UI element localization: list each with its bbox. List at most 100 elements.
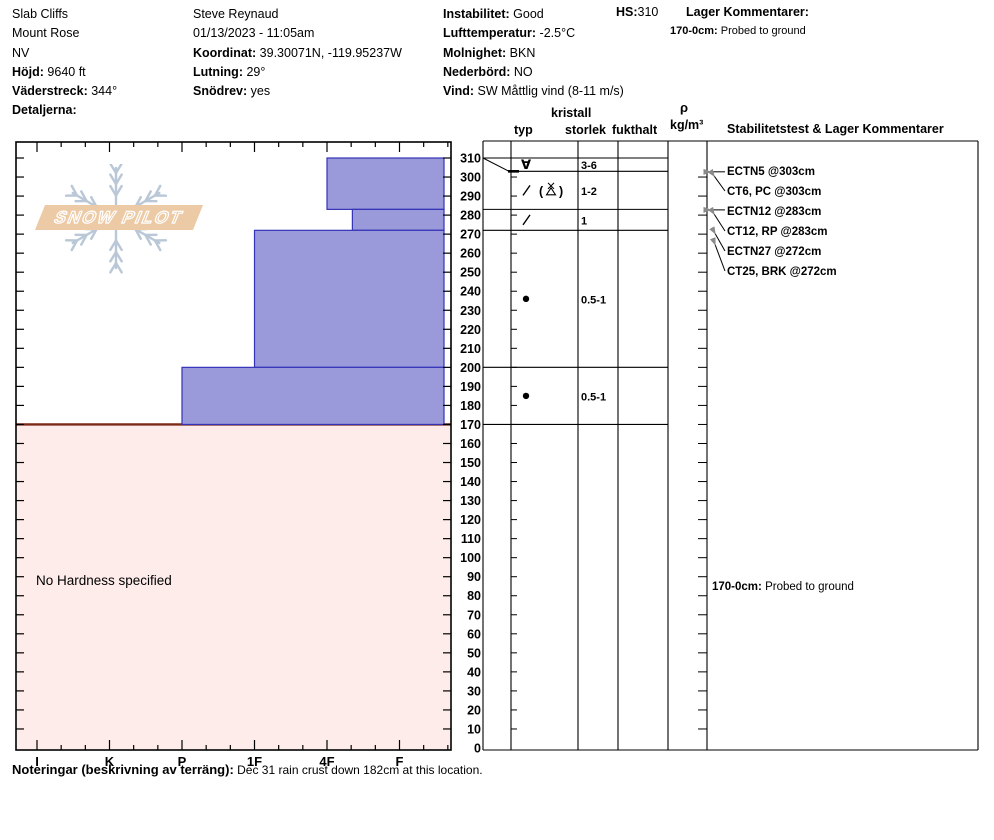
stability-test-label: CT6, PC @303cm [727,186,821,198]
layer-comments-title: Lager Kommentarer: [686,5,809,19]
depth-label: 40 [467,665,481,679]
layer-comment-text: Probed to ground [720,25,806,37]
layer-comment-line: 170-0cm: Probed to ground [670,25,806,37]
hardness-tick-label: 1F [247,754,262,769]
grain-size-value: 1-2 [581,186,597,198]
stability-test-label: CT25, BRK @272cm [727,266,837,278]
layer-row: 0.5-1 [522,391,606,403]
header-field: Väderstreck: 344° [12,84,118,99]
hardness-tick-label: P [178,754,187,769]
grain-size-value: 0.5-1 [581,391,606,403]
column-header-density-unit: kg/m³ [670,118,704,132]
depth-label: 170 [460,418,481,432]
header-location-block: Slab Cliffs Mount Rose NV Höjd: 9640 ft Väde… [12,5,117,121]
hardness-tick-label: F [396,754,404,769]
column-header-density-rho: ρ [680,100,689,115]
snow-height-label: HS: [616,5,638,19]
layer-table-grid [482,140,979,751]
snow-height-field: HS:310 [616,5,658,19]
column-header-stability: Stabilitetstest & Lager Kommentarer [727,122,944,136]
terrain-notes-label: Noteringar (beskrivning av terräng): [12,762,234,777]
stability-test-label: ECTN12 @283cm [727,206,821,218]
header-field: Detaljerna: [12,103,77,118]
header-field: Lutning: 29° [193,64,266,79]
layer-row: ∀ 3-6 [521,158,597,173]
hardness-bar [326,157,445,210]
header-field: Steve Reynaud [193,7,279,21]
header-field: NV [12,45,30,60]
header-field: Nederbörd: NO [443,64,533,79]
header-field: Koordinat: 39.30071N, -119.95237W [193,45,402,60]
header-field: Instabilitet: Good [443,7,544,21]
hardness-axis: I K P 1F 4F F [35,142,449,769]
depth-label: 140 [460,475,481,489]
depth-label: 60 [467,627,481,641]
hardness-tick-label: 4F [319,754,334,769]
depth-label: 250 [460,266,481,280]
depth-label: 270 [460,228,481,242]
depth-label: 70 [467,608,481,622]
stability-test-label: CT12, RP @283cm [727,226,828,238]
no-hardness-region [17,424,450,749]
surface-diagonal-line [482,157,510,172]
column-header-crystal: kristall [551,106,592,120]
column-header-size: storlek [565,123,606,137]
terrain-notes-line: Noteringar (beskrivning av terräng): Dec… [12,762,483,777]
depth-label: 300 [460,171,481,185]
stability-tests: ECTN5 @303cm CT6, PC @303cm ECTN12 @283cm C… [703,166,854,593]
header-field: Höjd: 9640 ft [12,64,86,79]
depth-label: 120 [460,513,481,527]
depth-label: 210 [460,342,481,356]
header-field: Vind: SW Måttlig vind (8-11 m/s) [443,84,624,99]
depth-label: 240 [460,285,481,299]
header-field: Lufttemperatur: -2.5°C [443,26,576,41]
grain-size-value: 3-6 [581,160,597,172]
hardness-bar [351,208,445,231]
snow-height-value: 310 [637,5,659,19]
svg-text:(: ( [539,184,544,198]
grain-size-value: 0.5-1 [581,294,606,306]
depth-label: 80 [467,589,481,603]
depth-label: 30 [467,684,481,698]
stability-test-label: ECTN5 @303cm [727,166,815,178]
depth-label: 190 [460,380,481,394]
layer-comment-range: 170-0cm: [670,25,718,37]
svg-text:): ) [559,184,563,198]
profile-plot-frame [15,141,452,751]
column-layer-comment: 170-0cm: Probed to ground [712,581,854,593]
snowflake-logo-icon [64,164,168,274]
header-field: Snödrev: yes [193,84,271,99]
header-field: Mount Rose [12,26,80,41]
depth-label: 20 [467,703,481,717]
hardness-tick-label: K [105,754,115,769]
depth-label: 310 [460,152,481,166]
column-header-moisture: fukthalt [612,123,658,137]
layer-row: () 1-2 [522,182,597,198]
depth-label: 100 [460,551,481,565]
depth-label: 180 [460,399,481,413]
depth-label: 230 [460,304,481,318]
header-field: Slab Cliffs [12,7,69,21]
layer-row: 1 [522,214,587,227]
hardness-bar [253,229,445,368]
stability-test-label: ECTN27 @272cm [727,246,821,258]
depth-label: 260 [460,247,481,261]
depth-axis: 0 10 20 30 40 50 60 70 80 90 100 110 120 130 140 150 160… [16,152,707,756]
grain-size-value: 1 [581,215,587,227]
depth-label: 200 [460,361,481,375]
header-field: Molnighet: BKN [443,45,536,60]
depth-label: 280 [460,209,481,223]
no-hardness-label: No Hardness specified [36,573,172,588]
depth-label: 130 [460,494,481,508]
hardness-tick-label: I [35,754,39,769]
depth-label: 90 [467,570,481,584]
layer-row: 0.5-1 [522,294,606,306]
terrain-notes-text: Dec 31 rain crust down 182cm at this loc… [237,763,483,777]
depth-label: 220 [460,323,481,337]
depth-label: 160 [460,437,481,451]
svg-text:∀: ∀ [521,158,531,173]
depth-label: 150 [460,456,481,470]
column-header-grain-type: typ [514,123,533,137]
